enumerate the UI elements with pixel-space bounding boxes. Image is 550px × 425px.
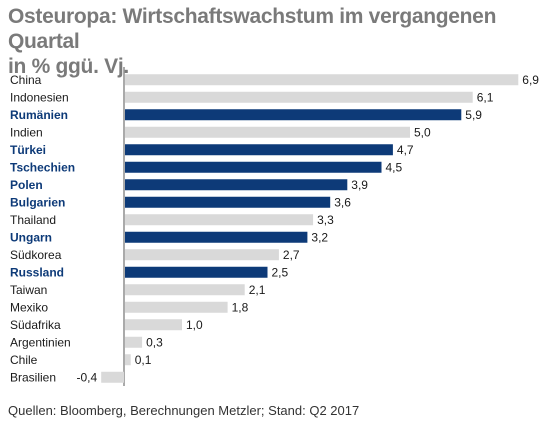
chart-title: Osteuropa: Wirtschaftswachstum im vergan… (8, 4, 550, 79)
value-label: 4,7 (397, 143, 414, 157)
bar (125, 284, 245, 296)
bar (125, 126, 410, 138)
category-label: Türkei (10, 143, 46, 157)
bar (125, 354, 131, 366)
value-label: 1,0 (186, 318, 203, 332)
bar (125, 319, 182, 331)
bar (125, 196, 331, 208)
category-label: Indien (10, 125, 43, 139)
category-label: Taiwan (10, 283, 47, 297)
chart-title-line1: Osteuropa: Wirtschaftswachstum im vergan… (8, 5, 497, 53)
value-label: 5,9 (465, 108, 482, 122)
category-label: Polen (10, 178, 43, 192)
category-label: Bulgarien (10, 195, 65, 209)
value-label: 1,8 (232, 300, 249, 314)
value-label: 2,5 (272, 265, 289, 279)
category-label: Thailand (10, 213, 56, 227)
value-label: 3,9 (351, 178, 368, 192)
category-label: Südkorea (10, 248, 62, 262)
value-label: -0,4 (77, 370, 98, 384)
value-label: 2,7 (283, 248, 300, 262)
bar (125, 91, 473, 103)
value-label: 0,1 (135, 353, 152, 367)
bar (125, 301, 228, 313)
bar (125, 179, 348, 191)
bar (125, 109, 462, 121)
category-label: Ungarn (10, 230, 52, 244)
bar (125, 336, 143, 348)
value-label: 6,9 (522, 73, 539, 87)
value-label: 4,5 (386, 160, 403, 174)
chart-title-line2: in % ggü. Vj. (8, 55, 129, 78)
source-footer: Quellen: Bloomberg, Berechnungen Metzler… (8, 403, 360, 418)
category-label: Rumänien (10, 108, 68, 122)
bar (101, 371, 124, 383)
value-label: 5,0 (414, 125, 431, 139)
category-label: China (10, 73, 42, 87)
value-label: 3,6 (334, 195, 351, 209)
value-label: 6,1 (477, 90, 494, 104)
value-label: 3,3 (317, 213, 334, 227)
category-label: Südafrika (10, 318, 61, 332)
category-label: Argentinien (10, 335, 71, 349)
value-label: 2,1 (249, 283, 266, 297)
bar (125, 249, 279, 261)
category-label: Mexiko (10, 300, 48, 314)
bar (125, 144, 393, 156)
bar (125, 231, 308, 243)
bar (125, 74, 519, 86)
category-label: Brasilien (10, 370, 56, 384)
category-label: Tschechien (10, 160, 75, 174)
value-label: 3,2 (311, 230, 328, 244)
bar (125, 161, 382, 173)
category-label: Russland (10, 265, 64, 279)
category-label: Chile (10, 353, 38, 367)
value-label: 0,3 (146, 335, 163, 349)
bar (125, 266, 268, 278)
category-label: Indonesien (10, 90, 69, 104)
bar (125, 214, 314, 226)
